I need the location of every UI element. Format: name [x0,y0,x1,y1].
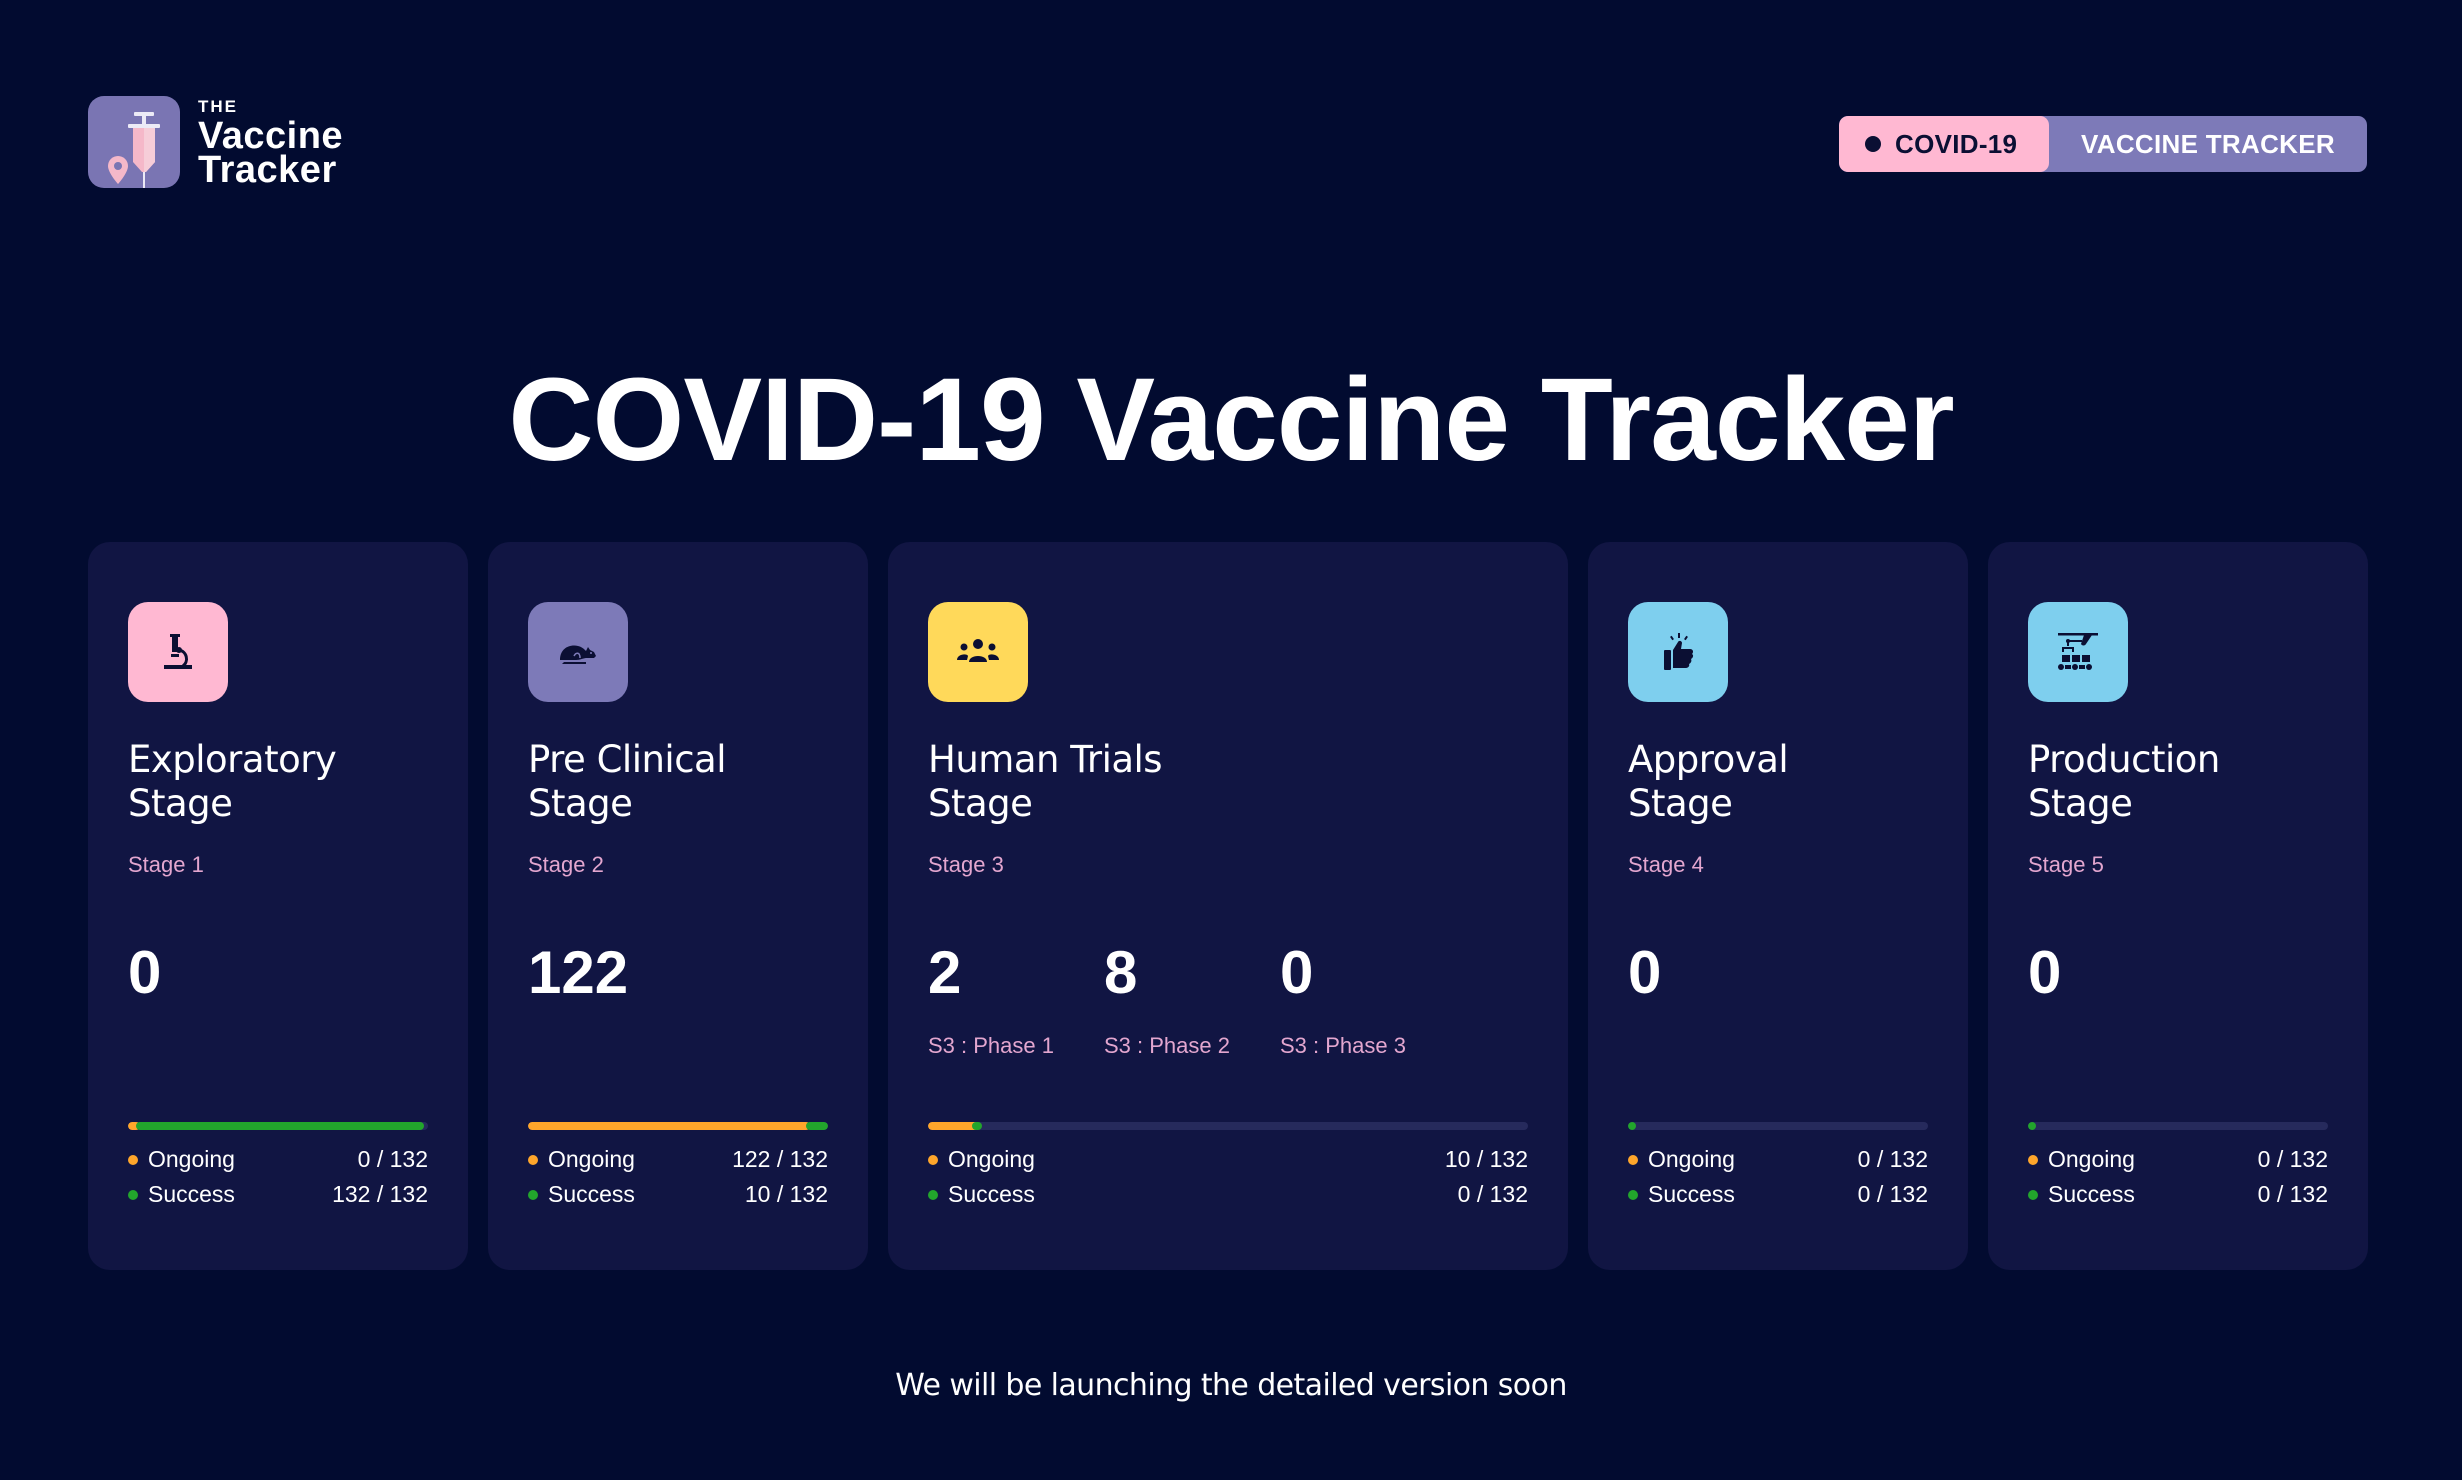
stage-subtitle: Stage 4 [1628,852,1704,877]
stage-subtitle: Stage 1 [128,852,204,877]
progress-ongoing [928,1122,980,1130]
logo-line-1: Vaccine [198,114,344,157]
header-badge: COVID-19 VACCINE TRACKER [1839,116,2367,172]
badge-covid: COVID-19 [1839,116,2049,172]
progress-success [806,1122,828,1130]
progress-bar [2028,1122,2328,1130]
badge-covid-label: COVID-19 [1895,128,2018,159]
stage-card-production: Production Stage Stage 5 0 Ongoing 0 / 1… [1988,542,2368,1270]
footer-note: We will be launching the detailed versio… [895,1368,1567,1403]
stage-title: Human Trials Stage [928,738,1163,825]
ongoing-dot-icon [1628,1154,1638,1165]
stage-count: 0 [2028,939,2062,1006]
stage-subtitle: Stage 2 [528,852,604,877]
progress-ongoing [528,1122,810,1130]
success-dot-icon [2028,1189,2038,1200]
legend: Ongoing 0 / 132 Success 132 / 132 [128,1142,428,1212]
badge-tracker-label: VACCINE TRACKER [2081,128,2335,159]
ongoing-dot-icon [928,1154,938,1165]
success-dot-icon [128,1189,138,1200]
progress-bar [528,1122,828,1130]
legend-ongoing: Ongoing 122 / 132 [528,1142,828,1177]
dot-icon [1865,136,1881,152]
progress-success [972,1122,982,1130]
stage-count: 0 [128,939,162,1006]
legend: Ongoing 0 / 132 Success 0 / 132 [1628,1142,1928,1212]
legend: Ongoing 10 / 132 Success 0 / 132 [928,1142,1528,1212]
progress-bar [1628,1122,1928,1130]
ongoing-dot-icon [2028,1154,2038,1165]
microscope-icon [128,602,228,702]
stage-subtitle: Stage 3 [928,852,1004,877]
legend-ongoing: Ongoing 0 / 132 [1628,1142,1928,1177]
syringe-location-icon [88,96,180,188]
logo-the: THE [198,96,238,116]
stage-subtitle: Stage 5 [2028,852,2104,877]
stage-title: Approval Stage [1628,738,1789,825]
logo[interactable]: THE Vaccine Tracker [88,96,344,191]
success-dot-icon [528,1189,538,1200]
mouse-icon [528,602,628,702]
logo-line-2: Tracker [198,148,337,191]
page-title: COVID-19 Vaccine Tracker [508,354,1954,486]
legend-ongoing: Ongoing 0 / 132 [2028,1142,2328,1177]
legend-ongoing: Ongoing 0 / 132 [128,1142,428,1177]
legend-success: Success 0 / 132 [2028,1177,2328,1212]
stage-title: Pre Clinical Stage [528,738,727,825]
progress-success [2028,1122,2036,1130]
phase-1: 2 S3 : Phase 1 [928,939,1054,1058]
stage-count: 0 [1628,939,1662,1006]
phase-3: 0 S3 : Phase 3 [1280,939,1406,1058]
stage-card-pre-clinical: Pre Clinical Stage Stage 2 122 Ongoing 1… [488,542,868,1270]
ongoing-dot-icon [528,1154,538,1165]
phase-counts: 2 S3 : Phase 1 8 S3 : Phase 2 0 S3 : Pha… [928,938,1456,1059]
progress-ongoing [128,1122,140,1130]
phase-2: 8 S3 : Phase 2 [1104,939,1230,1058]
success-dot-icon [928,1189,938,1200]
legend-success: Success 10 / 132 [528,1177,828,1212]
stage-title: Production Stage [2028,738,2220,825]
progress-bar [128,1122,428,1130]
progress-bar [928,1122,1528,1130]
stage-card-exploratory: Exploratory Stage Stage 1 0 Ongoing 0 / … [88,542,468,1270]
people-group-icon [928,602,1028,702]
legend: Ongoing 0 / 132 Success 0 / 132 [2028,1142,2328,1212]
stage-count: 122 [528,939,629,1006]
stage-card-human-trials: Human Trials Stage Stage 3 2 S3 : Phase … [888,542,1568,1270]
success-dot-icon [1628,1189,1638,1200]
thumbs-up-icon [1628,602,1728,702]
legend-success: Success 0 / 132 [928,1177,1528,1212]
legend-success: Success 0 / 132 [1628,1177,1928,1212]
legend: Ongoing 122 / 132 Success 10 / 132 [528,1142,828,1212]
ongoing-dot-icon [128,1154,138,1165]
production-line-icon [2028,602,2128,702]
progress-success [1628,1122,1636,1130]
stage-card-approval: Approval Stage Stage 4 0 Ongoing 0 / 132… [1588,542,1968,1270]
legend-ongoing: Ongoing 10 / 132 [928,1142,1528,1177]
stage-title: Exploratory Stage [128,738,337,825]
progress-success [136,1122,424,1130]
legend-success: Success 132 / 132 [128,1177,428,1212]
